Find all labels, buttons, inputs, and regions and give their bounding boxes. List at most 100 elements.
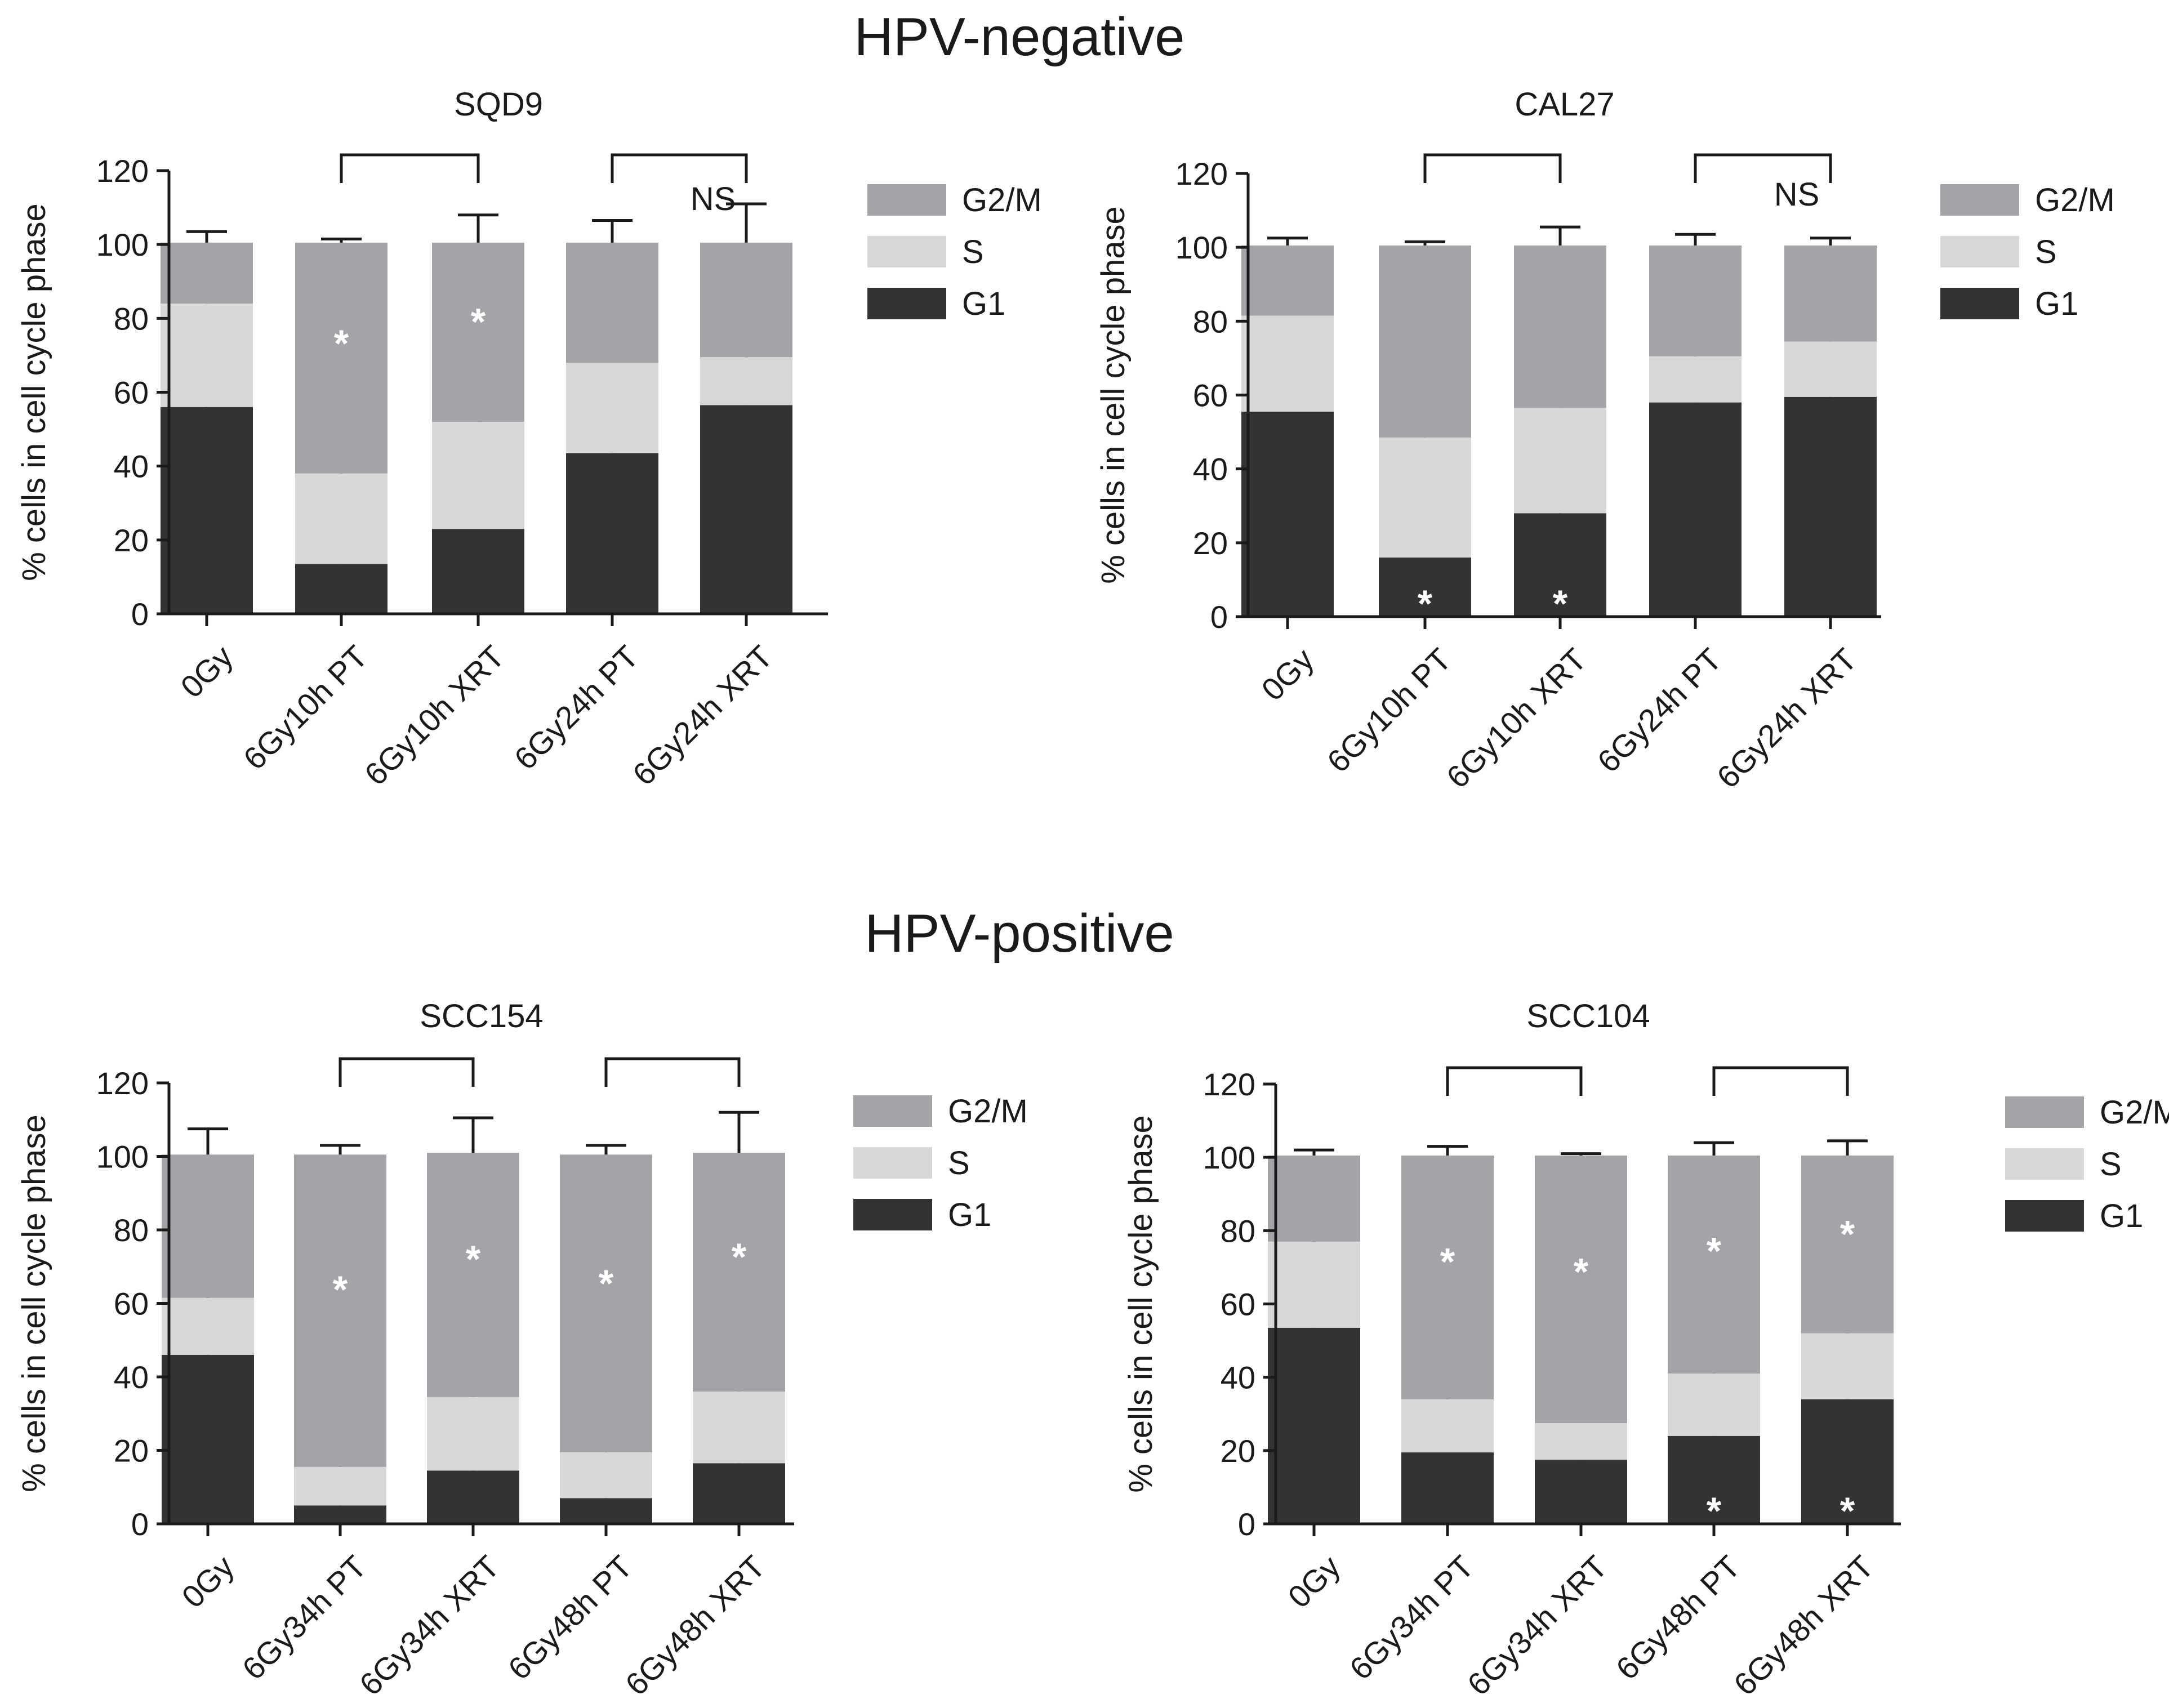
scc154-y-tick-60: 60 [114, 1286, 149, 1322]
panel-scc154: SCC154 % cells in cell cycle phase 0Gy * 6Gy… [16, 998, 1028, 1702]
sqd9-error-6gy10h-xrt-g2-m [458, 213, 498, 243]
scc154-bar-6gy34h-xrt-g1 [427, 1470, 519, 1524]
scc104-title: SCC104 [1526, 998, 1650, 1034]
scc154-bar-6gy34h-xrt-s [427, 1397, 519, 1471]
sqd9-y-tick-60: 60 [114, 375, 149, 411]
scc154-significance-6gy48h-xrt-g2-m: * [732, 1236, 747, 1278]
scc154-error-6gy48h-pt-g2-m [586, 1144, 626, 1155]
scc154-bar-6gy48h-pt-s [560, 1452, 652, 1499]
scc154-bar-6gy48h-xrt-g1 [693, 1463, 785, 1524]
scc104-y-tick-100: 100 [1203, 1140, 1255, 1175]
cal27-bar-0gy-g1 [1241, 412, 1334, 617]
scc104-significance-6gy48h-pt-g2-m: * [1707, 1230, 1722, 1273]
scc154-legend-label-g2-m: G2/M [948, 1093, 1028, 1130]
scc154-y-axis-label: % cells in cell cycle phase [16, 1114, 52, 1492]
scc104-bar-0gy-g1 [1268, 1327, 1360, 1524]
cal27-bar-6gy24h-xrt-s [1784, 341, 1877, 397]
sqd9-error-0gy-g2-m [186, 230, 227, 243]
sqd9-y-tick-20: 20 [114, 523, 149, 558]
sqd9-bar-6gy24h-pt-s [566, 363, 658, 453]
sqd9-legend-label-g2-m: G2/M [962, 182, 1042, 218]
sqd9-bar-6gy10h-pt-g2-m [295, 242, 388, 474]
cal27-y-tick-20: 20 [1193, 525, 1228, 561]
cal27-bar-6gy10h-pt-g1 [1379, 558, 1471, 617]
scc154-bracket-2 [604, 1057, 741, 1087]
scc154-x-tick-6gy34h-xrt: 6Gy34h XRT [353, 1549, 506, 1702]
sqd9-error-6gy24h-xrt-g2-m [726, 202, 767, 243]
scc154-bar-0gy-s [162, 1297, 254, 1355]
cal27-bar-6gy24h-pt-s [1649, 356, 1742, 403]
sqd9-title: SQD9 [454, 86, 543, 123]
scc154-bar-6gy34h-xrt-g2-m [427, 1152, 519, 1397]
scc154-error-6gy48h-xrt-g2-m [719, 1111, 759, 1153]
scc154-significance-6gy48h-pt-g2-m: * [599, 1262, 614, 1305]
scc104-y-tick-20: 20 [1221, 1433, 1255, 1469]
scc104-significance-6gy34h-xrt-g2-m: * [1574, 1250, 1589, 1293]
scc104-legend-label-s: S [2100, 1146, 2122, 1183]
cal27-bracket-2 [1694, 153, 1832, 183]
scc104-bar-6gy48h-xrt-s [1801, 1333, 1894, 1399]
sqd9-bar-0gy-g1 [161, 407, 253, 614]
cal27-y-tick-80: 80 [1193, 304, 1228, 339]
heading-hpv-positive: HPV-positive [865, 903, 1174, 964]
cal27-bracket-label-2: NS [1774, 176, 1820, 213]
panel-sqd9: SQD9 % cells in cell cycle phase 0Gy * 6Gy10… [16, 86, 1042, 792]
sqd9-y-tick-80: 80 [114, 301, 149, 336]
sqd9-bar-6gy24h-xrt-g1 [700, 405, 792, 614]
panel-scc104: SCC104 % cells in cell cycle phase 0Gy * 6Gy… [1123, 998, 2169, 1702]
cal27-bar-6gy24h-pt-g2-m [1649, 245, 1742, 356]
cal27-bar-6gy10h-xrt-g1 [1514, 513, 1606, 617]
scc104-error-0gy-g2-m [1294, 1148, 1334, 1156]
cal27-error-6gy10h-xrt-g2-m [1540, 225, 1580, 246]
scc104-bar-0gy-g2-m [1268, 1155, 1360, 1242]
sqd9-y-tick-40: 40 [114, 449, 149, 484]
cal27-y-tick-100: 100 [1175, 230, 1228, 265]
sqd9-bar-6gy24h-xrt-g2-m [700, 242, 792, 358]
sqd9-bracket-label-2: NS [691, 181, 736, 217]
scc154-bar-6gy34h-pt-g2-m [294, 1154, 386, 1467]
scc104-bar-6gy34h-xrt-g1 [1535, 1460, 1627, 1524]
cal27-error-6gy24h-xrt-g2-m [1810, 237, 1851, 246]
scc104-y-tick-60: 60 [1221, 1287, 1255, 1322]
scc104-bracket-1 [1446, 1066, 1583, 1096]
sqd9-bar-0gy-g2-m [161, 242, 253, 304]
cal27-legend-label-s: S [2035, 234, 2057, 270]
scc154-bracket-1 [339, 1057, 475, 1087]
cal27-x-tick-6gy10h-xrt: 6Gy10h XRT [1440, 641, 1593, 795]
scc104-bar-6gy48h-pt-g2-m [1668, 1155, 1760, 1374]
scc154-significance-6gy34h-pt-g2-m: * [333, 1268, 348, 1311]
sqd9-x-tick-6gy24h-xrt: 6Gy24h XRT [626, 639, 780, 792]
sqd9-bracket-1 [340, 153, 480, 183]
scc104-error-6gy48h-xrt-g2-m [1827, 1139, 1868, 1156]
cal27-legend-swatch-g1 [1940, 288, 2019, 319]
cal27-y-tick-120: 120 [1175, 156, 1228, 191]
cal27-bar-6gy10h-pt-g2-m [1379, 245, 1471, 438]
scc154-x-tick-6gy48h-pt: 6Gy48h PT [501, 1549, 639, 1687]
cal27-legend-swatch-s [1940, 236, 2019, 267]
scc154-y-tick-40: 40 [114, 1359, 149, 1395]
sqd9-legend-label-s: S [962, 234, 984, 270]
panel-cal27: CAL27% cells in cell cycle phase0Gy*6Gy1… [1095, 86, 2115, 795]
scc104-x-tick-6gy48h-xrt: 6Gy48h XRT [1727, 1549, 1881, 1702]
scc104-y-tick-0: 0 [1238, 1506, 1255, 1542]
scc154-bar-0gy-g2-m [162, 1154, 254, 1298]
scc154-legend-label-s: S [948, 1145, 970, 1181]
scc154-title: SCC154 [420, 998, 543, 1034]
scc104-y-axis-label: % cells in cell cycle phase [1123, 1115, 1159, 1493]
cal27-bar-0gy-g2-m [1241, 245, 1334, 316]
scc104-x-tick-6gy48h-pt: 6Gy48h PT [1609, 1549, 1747, 1687]
scc104-y-tick-80: 80 [1221, 1213, 1255, 1248]
scc104-y-tick-120: 120 [1203, 1067, 1255, 1102]
scc104-bracket-2 [1712, 1066, 1849, 1096]
scc104-legend-label-g2-m: G2/M [2100, 1094, 2169, 1131]
sqd9-bar-6gy24h-xrt-s [700, 357, 792, 405]
cal27-legend-label-g2-m: G2/M [2035, 182, 2115, 218]
sqd9-bar-6gy10h-pt-g1 [295, 564, 388, 614]
cal27-x-tick-6gy10h-pt: 6Gy10h PT [1320, 641, 1458, 779]
scc154-x-tick-6gy48h-xrt: 6Gy48h XRT [618, 1549, 772, 1702]
sqd9-legend-swatch-g1 [867, 288, 946, 319]
sqd9-significance-6gy10h-xrt-g2-m: * [471, 300, 486, 343]
cal27-legend-label-g1: G1 [2035, 286, 2078, 322]
sqd9-y-tick-100: 100 [96, 227, 149, 262]
